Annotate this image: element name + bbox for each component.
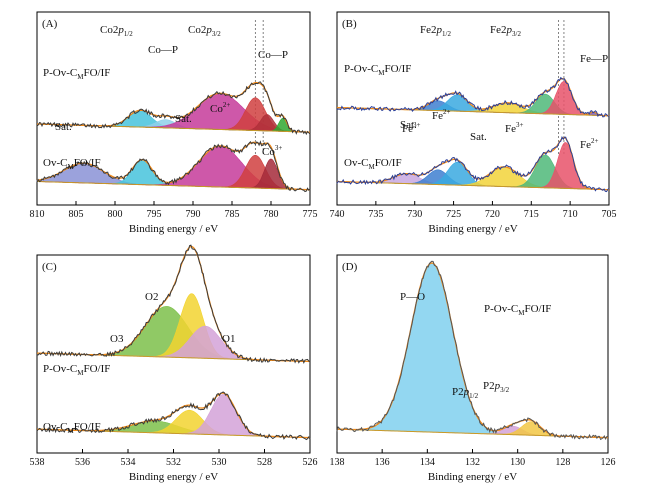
panel-b: 740 735 730 725 720 715 710 705 Binding energy /… — [330, 11, 617, 235]
raw-spectrum — [336, 260, 609, 441]
x-tick-label: 538 — [30, 457, 45, 468]
peak-annotation: Sat. — [400, 119, 417, 131]
peak-annotation: O3 — [110, 333, 124, 345]
raw-spectrum — [36, 140, 311, 193]
panel-label: (C) — [42, 261, 57, 273]
x-tick-label: 720 — [485, 209, 500, 220]
raw-spectrum — [36, 391, 311, 441]
x-tick-label: 795 — [147, 209, 162, 220]
x-tick-label: 526 — [303, 457, 318, 468]
x-tick-label: 705 — [602, 209, 617, 220]
background-line — [337, 181, 609, 191]
sample-label: Ov-CMFO/IF — [344, 157, 402, 171]
x-tick-label: 800 — [108, 209, 123, 220]
raw-spectrum — [36, 81, 311, 136]
peak-annotation: O1 — [222, 333, 235, 345]
x-axis-label: Binding energy / eV — [129, 471, 218, 483]
background-line — [37, 181, 310, 191]
peak-annotation: Co—P — [258, 49, 288, 61]
peak-annotation: P—O — [400, 291, 425, 303]
x-tick-label: 725 — [446, 209, 461, 220]
peak-annotation: Fe3+ — [505, 121, 524, 135]
sample-label: Ov-CMFO/IF — [43, 421, 101, 435]
raw-spectrum — [336, 136, 610, 193]
sample-label: Ov-CMFO/IF — [43, 157, 101, 171]
panel-c: 538 536 534 532 530 528 526 Binding energy / eV… — [30, 244, 318, 483]
x-tick-label: 530 — [212, 457, 227, 468]
x-tick-label: 785 — [225, 209, 240, 220]
sample-label: P-Ov-CMFO/IF — [344, 63, 411, 77]
peak-annotation: Co2+ — [210, 101, 230, 115]
x-tick-label: 128 — [555, 457, 570, 468]
plot-frame — [336, 11, 610, 206]
x-tick-label: 805 — [69, 209, 84, 220]
peak-annotation: Fe2+ — [432, 108, 451, 122]
peak-annotation: Fe2p3/2 — [490, 24, 521, 38]
x-tick-label: 735 — [368, 209, 383, 220]
peak-annotation: O2 — [145, 291, 158, 303]
peak-annotation: Fe3+ — [402, 121, 421, 135]
x-tick-label: 532 — [166, 457, 181, 468]
x-tick-label: 130 — [510, 457, 525, 468]
x-axis-label: Binding energy / eV — [428, 223, 517, 235]
x-tick-label: 740 — [330, 209, 345, 220]
peak-annotation: Co2p3/2 — [188, 24, 221, 38]
peak-annotation: Co2p1/2 — [100, 24, 133, 38]
peak-annotation: Fe—P — [580, 53, 608, 65]
raw-spectrum — [36, 244, 311, 365]
raw-spectrum — [336, 76, 610, 118]
x-tick-label: 730 — [407, 209, 422, 220]
x-tick-label: 528 — [257, 457, 272, 468]
peak-annotation: Co3+ — [262, 144, 282, 158]
x-tick-label: 136 — [375, 457, 390, 468]
x-tick-label: 534 — [121, 457, 136, 468]
x-axis-label: Binding energy / eV — [129, 223, 218, 235]
panel-label: (A) — [42, 18, 58, 30]
peak-annotation: P2p1/2 — [452, 386, 479, 400]
peak-annotation: Sat. — [175, 113, 192, 125]
plot-frame — [36, 11, 311, 206]
x-tick-label: 775 — [303, 209, 318, 220]
x-tick-label: 536 — [75, 457, 90, 468]
sample-label: P-Ov-CMFO/IF — [43, 67, 110, 81]
peak-annotation: Sat. — [55, 121, 72, 133]
peak-annotation: Fe2p1/2 — [420, 24, 451, 38]
x-tick-label: 132 — [465, 457, 480, 468]
sample-label: P-Ov-CMFO/IF — [43, 363, 110, 377]
x-tick-label: 780 — [264, 209, 279, 220]
x-tick-label: 710 — [563, 209, 578, 220]
peak-annotation: Co—P — [148, 44, 178, 56]
x-tick-label: 715 — [524, 209, 539, 220]
peak-annotation: P2p3/2 — [483, 380, 510, 394]
x-axis-label: Binding energy / eV — [428, 471, 517, 483]
panel-label: (D) — [342, 261, 358, 273]
x-tick-label: 790 — [186, 209, 201, 220]
x-tick-label: 126 — [601, 457, 616, 468]
sample-label: P-Ov-CMFO/IF — [484, 303, 551, 317]
x-tick-label: 810 — [30, 209, 45, 220]
x-tick-label: 134 — [420, 457, 435, 468]
panel-label: (B) — [342, 18, 357, 30]
panel-a: 810 805 800 795 790 785 780 775 Binding energy /… — [30, 11, 318, 235]
x-tick-label: 138 — [330, 457, 345, 468]
peak-annotation: Sat. — [470, 131, 487, 143]
peak-component — [337, 262, 608, 438]
panel-d: 138 136 134 132 130 128 126 Binding energy / eV… — [330, 254, 616, 483]
peak-annotation: Fe2+ — [580, 137, 599, 151]
